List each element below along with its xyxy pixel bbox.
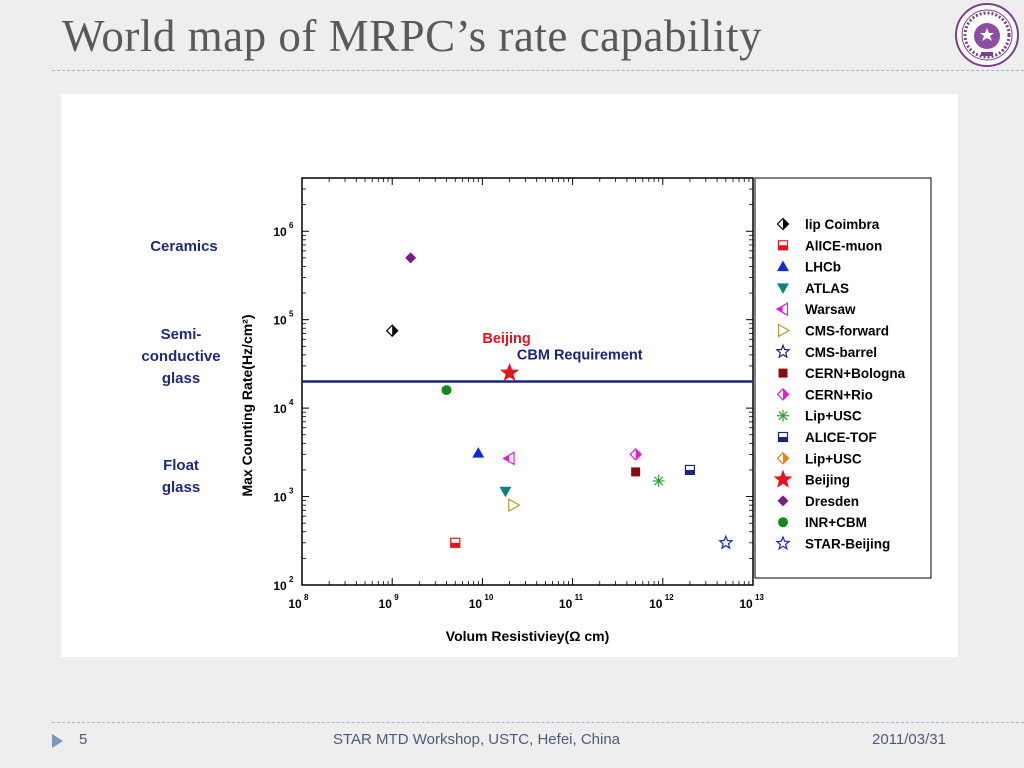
legend-marker: [777, 495, 789, 507]
y-tick-label-exp: 5: [289, 310, 294, 319]
legend-entry: STAR-Beijing: [805, 537, 890, 552]
legend-entry: INR+CBM: [805, 515, 867, 530]
legend-marker: [775, 535, 791, 551]
legend-marker: [777, 323, 791, 338]
legend-entry: Warsaw: [805, 302, 856, 317]
beijing-annotation: Beijing: [482, 331, 530, 347]
legend-marker: [773, 469, 793, 488]
data-point: [652, 474, 665, 487]
data-point: [629, 448, 642, 461]
footer-date: 2011/03/31: [872, 731, 946, 748]
y-tick-label-exp: 4: [289, 398, 294, 407]
x-tick-label-base: 10: [379, 597, 393, 611]
legend-marker: [776, 217, 790, 231]
legend-entry: lip Coimbra: [805, 217, 880, 232]
university-seal-icon: [955, 3, 1019, 67]
legend-marker: [777, 283, 789, 294]
legend-entry: CMS-forward: [805, 324, 889, 339]
legend-marker: [777, 240, 789, 251]
y-tick-label-exp: 2: [289, 575, 294, 584]
legend-marker: [775, 343, 791, 359]
legend-entry: LHCb: [805, 260, 841, 275]
x-tick-label-exp: 10: [484, 593, 493, 602]
footer-triangle-icon: [52, 734, 63, 748]
semiconductive-glass-label: Semi- conductive glass: [141, 326, 221, 387]
footer-event: STAR MTD Workshop, USTC, Hefei, China: [333, 731, 621, 748]
data-point: [450, 537, 461, 548]
x-tick-label-exp: 13: [755, 593, 764, 602]
legend-entry: Lip+USC: [805, 409, 862, 424]
legend-entry: CERN+Rio: [805, 387, 873, 402]
data-point: [718, 534, 734, 550]
y-tick-label-exp: 6: [289, 221, 294, 230]
legend-entry: AlICE-muon: [805, 238, 882, 253]
data-point: [441, 385, 452, 396]
cbm-requirement-label: CBM Requirement: [517, 348, 643, 364]
x-tick-label-base: 10: [739, 597, 753, 611]
legend-entry: CMS-barrel: [805, 345, 877, 360]
chart-panel: 10 8 10 9 10 10 10 11 10 12 10 13 10 2 10 3 10 4 10 5 10 6 Vol…: [61, 94, 958, 657]
x-tick-label-base: 10: [469, 597, 483, 611]
x-tick-label-base: 10: [559, 597, 573, 611]
data-point: [499, 486, 512, 498]
legend-marker: [778, 368, 788, 378]
legend-entry: Beijing: [805, 473, 850, 488]
y-tick-label-exp: 3: [289, 487, 294, 496]
legend-marker: [777, 409, 789, 422]
data-point: [631, 467, 641, 477]
y-tick-label-base: 10: [273, 314, 287, 328]
x-tick-label-exp: 9: [394, 593, 399, 602]
ceramics-label: Ceramics: [150, 238, 218, 255]
legend-marker: [777, 260, 789, 272]
legend-marker: [776, 451, 790, 465]
y-tick-label-base: 10: [273, 402, 287, 416]
footer-divider: [52, 722, 1024, 723]
x-tick-label-exp: 12: [665, 593, 674, 602]
x-tick-label-base: 10: [288, 597, 302, 611]
legend-marker: [776, 388, 790, 401]
legend-marker: [775, 302, 789, 317]
data-point: [684, 464, 696, 476]
data-point: [385, 324, 399, 338]
x-tick-label-exp: 11: [575, 593, 584, 602]
x-tick-label-base: 10: [649, 597, 663, 611]
float-glass-label: Float glass: [161, 457, 201, 496]
data-point: [405, 252, 417, 264]
legend-entry: Dresden: [805, 494, 859, 509]
legend-entry: Lip+USC: [805, 451, 862, 466]
y-tick-label-base: 10: [273, 579, 287, 593]
x-tick-label-exp: 8: [304, 593, 309, 602]
legend-marker: [777, 431, 789, 443]
data-point: [502, 451, 515, 466]
x-axis-label: Volum Resistiviey(Ω cm): [446, 628, 609, 644]
y-tick-label-base: 10: [273, 491, 287, 505]
page-number: 5: [79, 731, 88, 748]
title-divider: [52, 70, 1024, 71]
slide-title: World map of MRPC’s rate capability: [62, 11, 763, 61]
data-point: [508, 498, 521, 513]
data-point: [472, 447, 485, 458]
legend-entry: CERN+Bologna: [805, 366, 906, 381]
legend-entry: ALICE-TOF: [805, 430, 877, 445]
y-tick-label-base: 10: [273, 225, 287, 239]
legend-marker: [778, 517, 788, 528]
data-point: [500, 362, 520, 381]
y-axis-label: Max Counting Rate(Hz/cm²): [239, 315, 255, 497]
legend-entry: ATLAS: [805, 281, 849, 296]
